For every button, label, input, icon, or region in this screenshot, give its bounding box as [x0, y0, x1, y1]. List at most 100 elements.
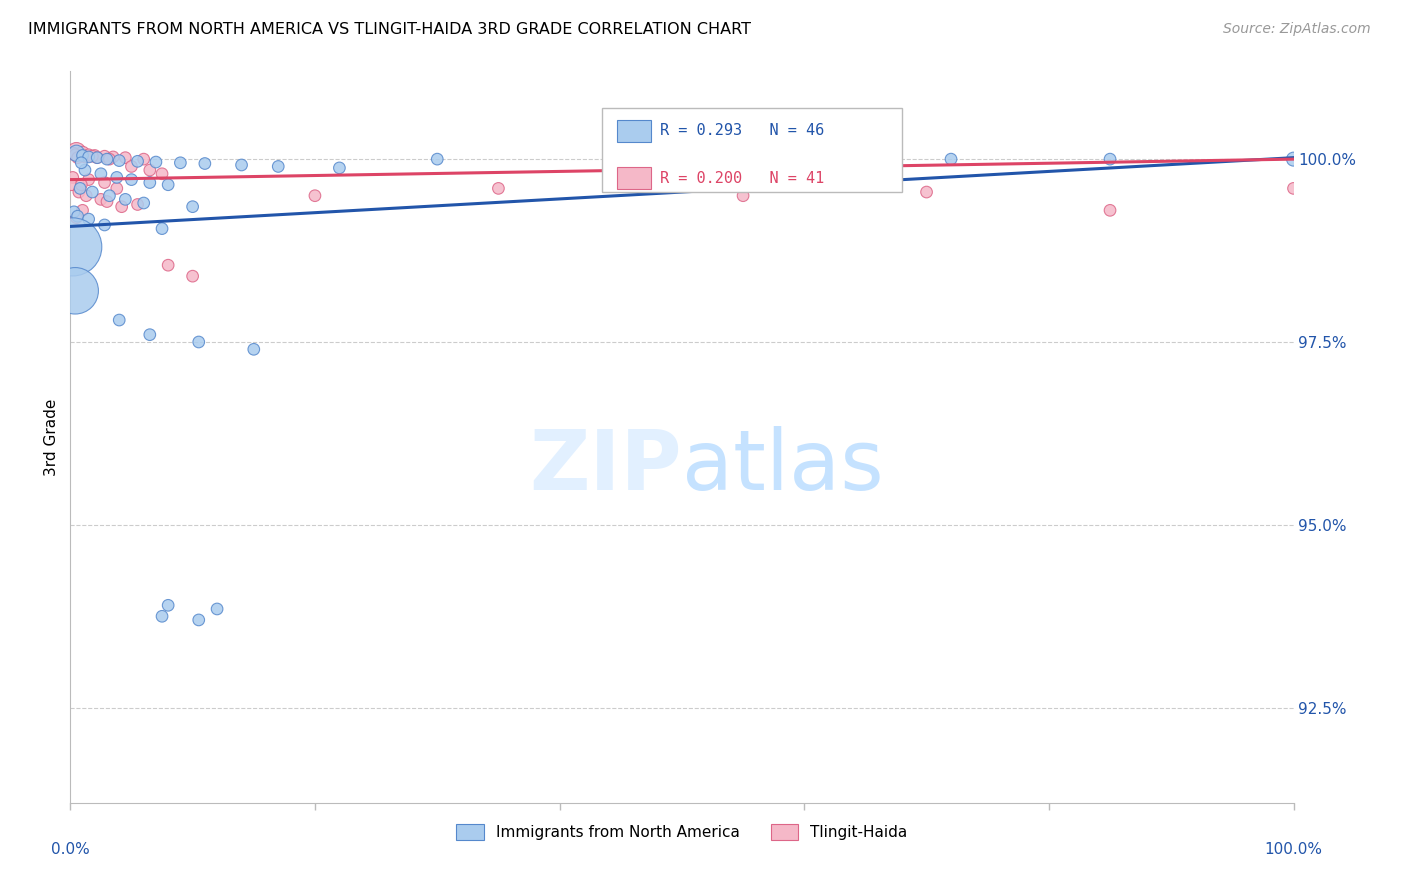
Point [488, 181, 510, 195]
Point [205, 602, 228, 616]
Point [93, 176, 115, 190]
Point [90, 167, 112, 181]
Point [939, 152, 962, 166]
Point [96, 194, 118, 209]
Point [83, 148, 105, 162]
Point [93, 218, 115, 232]
Point [1282, 181, 1305, 195]
Point [63, 146, 86, 161]
Point [1099, 152, 1122, 166]
Point [86, 151, 108, 165]
Point [139, 176, 162, 190]
Point [111, 200, 134, 214]
Point [304, 188, 326, 202]
Point [63, 204, 86, 219]
Point [63, 147, 86, 161]
Point [426, 152, 449, 166]
Point [121, 172, 143, 186]
Y-axis label: 3rd Grade: 3rd Grade [44, 399, 59, 475]
Point [70, 156, 93, 170]
Point [1099, 203, 1122, 218]
Point [1282, 152, 1305, 166]
Point [70, 178, 93, 192]
Point [121, 160, 143, 174]
Point [145, 155, 167, 169]
Point [132, 196, 155, 211]
Text: IMMIGRANTS FROM NORTH AMERICA VS TLINGIT-HAIDA 3RD GRADE CORRELATION CHART: IMMIGRANTS FROM NORTH AMERICA VS TLINGIT… [28, 22, 751, 37]
FancyBboxPatch shape [602, 108, 903, 192]
Point [72, 146, 94, 161]
Point [181, 269, 204, 284]
Point [93, 149, 115, 163]
Text: 0.0%: 0.0% [51, 842, 90, 856]
Point [82, 185, 104, 199]
Point [194, 156, 217, 170]
Point [328, 161, 350, 175]
Point [65, 211, 87, 225]
Point [69, 148, 91, 162]
Point [101, 150, 124, 164]
Point [73, 163, 96, 178]
Point [157, 258, 180, 272]
Point [243, 343, 266, 357]
Point [77, 150, 100, 164]
Point [62, 240, 84, 254]
Point [66, 151, 89, 165]
Point [63, 284, 86, 298]
Point [157, 599, 180, 613]
Point [98, 152, 121, 166]
Point [75, 188, 97, 202]
Point [181, 200, 204, 214]
Point [82, 149, 104, 163]
Point [127, 197, 149, 211]
Point [66, 209, 89, 223]
Text: atlas: atlas [682, 425, 883, 507]
Point [105, 181, 128, 195]
Point [150, 609, 173, 624]
Point [132, 152, 155, 166]
Point [105, 170, 128, 185]
Text: Source: ZipAtlas.com: Source: ZipAtlas.com [1223, 22, 1371, 37]
Point [72, 203, 94, 218]
Point [65, 145, 87, 159]
Text: R = 0.200   N = 41: R = 0.200 N = 41 [659, 170, 824, 186]
Point [733, 152, 755, 166]
Point [267, 160, 290, 174]
Text: R = 0.293   N = 46: R = 0.293 N = 46 [659, 123, 824, 138]
Point [114, 151, 136, 165]
Point [157, 178, 180, 192]
Text: ZIP: ZIP [530, 425, 682, 507]
Point [62, 170, 84, 185]
Point [139, 327, 162, 342]
Point [77, 212, 100, 227]
Point [127, 154, 149, 169]
Point [67, 185, 90, 199]
Point [108, 313, 131, 327]
Point [90, 193, 112, 207]
Point [73, 150, 96, 164]
Bar [617, 120, 651, 142]
Point [915, 185, 938, 199]
Point [150, 167, 173, 181]
Text: 100.0%: 100.0% [1264, 842, 1323, 856]
Point [77, 172, 100, 186]
Point [72, 148, 94, 162]
Point [77, 147, 100, 161]
Bar [617, 167, 651, 189]
Point [108, 153, 131, 168]
Point [98, 188, 121, 202]
Point [86, 151, 108, 165]
Legend: Immigrants from North America, Tlingit-Haida: Immigrants from North America, Tlingit-H… [450, 818, 914, 847]
Point [150, 221, 173, 235]
Point [187, 613, 209, 627]
Point [65, 146, 87, 161]
Point [187, 334, 209, 349]
Point [96, 152, 118, 166]
Point [733, 188, 755, 202]
Point [114, 193, 136, 207]
Point [231, 158, 253, 172]
Point [169, 156, 191, 170]
Point [139, 163, 162, 178]
Point [60, 178, 83, 192]
Point [69, 181, 91, 195]
